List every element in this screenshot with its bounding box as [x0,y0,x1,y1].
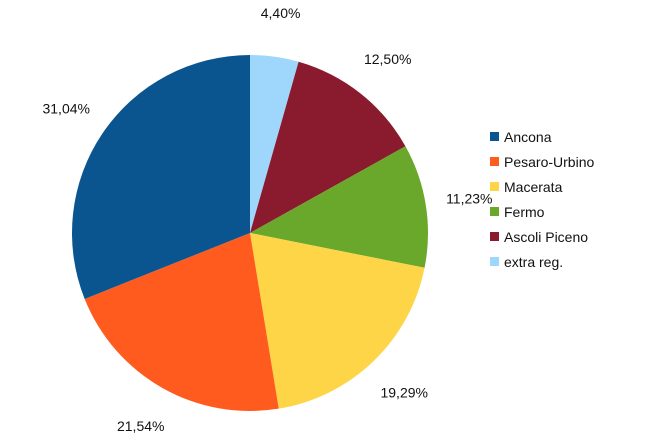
legend-item-extra-reg: extra reg. [490,254,563,270]
legend-label: Pesaro-Urbino [504,154,594,170]
legend-item-ascoli-piceno: Ascoli Piceno [490,229,588,245]
legend-item-macerata: Macerata [490,179,563,195]
legend-item-ancona: Ancona [490,129,552,145]
chart-legend: Ancona Pesaro-Urbino Macerata Fermo Ascoli P… [490,129,594,270]
legend-swatch [490,182,499,191]
pie-label-ascoli-piceno: 12,50% [364,51,411,67]
pie-slice-macerata [250,233,425,409]
pie-slice-fermo [250,146,428,268]
legend-label: Ascoli Piceno [504,229,588,245]
legend-swatch [490,157,499,166]
legend-label: Fermo [504,204,545,220]
legend-swatch [490,207,499,216]
legend-label: Ancona [504,129,552,145]
legend-item-fermo: Fermo [490,204,545,220]
pie-slice-ascoli-piceno [250,61,406,233]
pie-slice-ancona [72,55,250,299]
legend-swatch [490,132,499,141]
legend-swatch [490,257,499,266]
legend-swatch [490,232,499,241]
pie-value-labels: 4,40% 12,50% 11,23% 19,29% 21,54% 31,04% [42,5,492,434]
pie-label-macerata: 19,29% [380,385,427,401]
legend-label: Macerata [504,179,563,195]
pie-label-fermo: 11,23% [446,190,492,206]
pie-slice-extra-reg [250,55,299,233]
pie-label-ancona: 31,04% [42,100,89,116]
legend-item-pesaro-urbino: Pesaro-Urbino [490,154,594,170]
legend-label: extra reg. [504,254,563,270]
pie-label-extra-reg: 4,40% [261,5,301,21]
pie-slice-pesaro-urbino [84,233,279,412]
pie-label-pesaro-urbino: 21,54% [117,418,164,434]
pie-slices [72,55,428,412]
